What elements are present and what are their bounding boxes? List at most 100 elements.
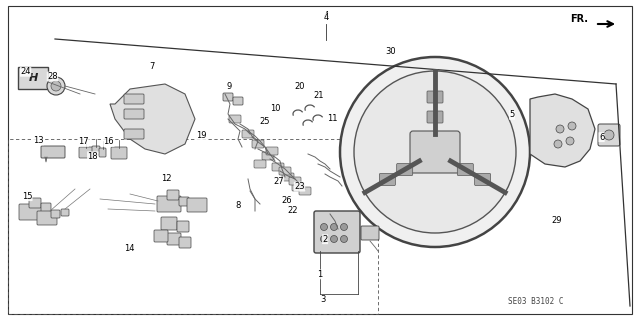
Circle shape	[47, 77, 65, 95]
Circle shape	[417, 134, 453, 170]
Text: 30: 30	[385, 47, 396, 56]
FancyBboxPatch shape	[299, 187, 311, 195]
FancyBboxPatch shape	[233, 97, 243, 105]
FancyBboxPatch shape	[111, 147, 127, 159]
FancyBboxPatch shape	[179, 197, 189, 206]
FancyBboxPatch shape	[458, 164, 474, 175]
FancyBboxPatch shape	[410, 131, 460, 173]
Text: SE03 B3102 C: SE03 B3102 C	[508, 296, 563, 306]
FancyBboxPatch shape	[279, 167, 291, 175]
Text: 12: 12	[161, 174, 172, 183]
Text: FR.: FR.	[570, 14, 588, 24]
Circle shape	[321, 224, 328, 231]
FancyBboxPatch shape	[427, 91, 443, 103]
Text: 25: 25	[259, 117, 269, 126]
Text: 8: 8	[236, 201, 241, 210]
Circle shape	[566, 137, 574, 145]
FancyBboxPatch shape	[262, 152, 274, 160]
FancyBboxPatch shape	[292, 183, 304, 191]
FancyBboxPatch shape	[161, 217, 177, 230]
Text: 28: 28	[47, 72, 58, 81]
Text: 7: 7	[150, 63, 155, 71]
Text: H: H	[28, 73, 38, 83]
Circle shape	[321, 235, 328, 242]
FancyBboxPatch shape	[242, 130, 254, 138]
FancyBboxPatch shape	[598, 124, 620, 146]
Bar	[8, 139, 378, 314]
FancyBboxPatch shape	[266, 147, 278, 155]
Circle shape	[51, 81, 61, 91]
Text: 19: 19	[196, 131, 207, 140]
Circle shape	[330, 235, 337, 242]
Circle shape	[556, 125, 564, 133]
Text: 2: 2	[323, 235, 328, 244]
Circle shape	[604, 130, 614, 140]
Text: 26: 26	[282, 197, 292, 205]
FancyBboxPatch shape	[157, 196, 181, 212]
FancyBboxPatch shape	[99, 148, 106, 157]
Text: 13: 13	[33, 136, 44, 145]
FancyBboxPatch shape	[29, 198, 41, 208]
Text: 10: 10	[270, 104, 280, 113]
FancyBboxPatch shape	[282, 173, 294, 181]
Circle shape	[330, 224, 337, 231]
Text: 4: 4	[324, 13, 329, 22]
Text: 6: 6	[599, 133, 604, 142]
FancyBboxPatch shape	[124, 94, 144, 104]
Circle shape	[554, 140, 562, 148]
FancyBboxPatch shape	[124, 109, 144, 119]
FancyBboxPatch shape	[18, 67, 48, 89]
Text: 3: 3	[321, 295, 326, 304]
FancyBboxPatch shape	[41, 203, 51, 212]
FancyBboxPatch shape	[37, 211, 57, 225]
FancyBboxPatch shape	[177, 221, 189, 232]
Text: 16: 16	[104, 137, 114, 146]
FancyBboxPatch shape	[92, 146, 100, 155]
Text: 15: 15	[22, 192, 32, 201]
FancyBboxPatch shape	[167, 190, 179, 200]
FancyBboxPatch shape	[154, 230, 168, 242]
Polygon shape	[530, 94, 595, 167]
Polygon shape	[110, 84, 195, 154]
FancyBboxPatch shape	[229, 115, 241, 123]
FancyBboxPatch shape	[124, 129, 144, 139]
FancyBboxPatch shape	[61, 209, 69, 216]
Circle shape	[340, 224, 348, 231]
FancyBboxPatch shape	[187, 198, 207, 212]
Text: 27: 27	[273, 177, 284, 186]
FancyBboxPatch shape	[252, 140, 264, 148]
Text: 14: 14	[124, 244, 134, 253]
FancyBboxPatch shape	[289, 177, 301, 185]
Text: 24: 24	[20, 67, 31, 76]
Circle shape	[354, 71, 516, 233]
FancyBboxPatch shape	[361, 226, 379, 240]
FancyBboxPatch shape	[51, 210, 60, 218]
FancyBboxPatch shape	[223, 93, 233, 101]
FancyBboxPatch shape	[41, 146, 65, 158]
FancyBboxPatch shape	[380, 174, 396, 186]
Text: 20: 20	[294, 82, 305, 91]
FancyBboxPatch shape	[19, 204, 43, 220]
FancyBboxPatch shape	[427, 111, 443, 123]
Text: 23: 23	[294, 182, 305, 191]
Text: 5: 5	[509, 110, 515, 119]
Text: 9: 9	[227, 82, 232, 91]
Circle shape	[568, 122, 576, 130]
Text: 17: 17	[78, 137, 88, 146]
Text: 4: 4	[323, 11, 328, 20]
Circle shape	[340, 235, 348, 242]
Text: 11: 11	[328, 114, 338, 122]
FancyBboxPatch shape	[314, 211, 360, 253]
Text: 18: 18	[88, 152, 98, 161]
FancyBboxPatch shape	[167, 233, 181, 245]
FancyBboxPatch shape	[475, 174, 491, 186]
Text: 1: 1	[317, 270, 323, 279]
FancyBboxPatch shape	[179, 237, 191, 248]
FancyBboxPatch shape	[79, 147, 93, 158]
Text: 22: 22	[288, 206, 298, 215]
Text: 21: 21	[314, 91, 324, 100]
FancyBboxPatch shape	[397, 164, 413, 175]
Circle shape	[340, 57, 530, 247]
FancyBboxPatch shape	[254, 160, 266, 168]
Text: 29: 29	[552, 216, 562, 225]
